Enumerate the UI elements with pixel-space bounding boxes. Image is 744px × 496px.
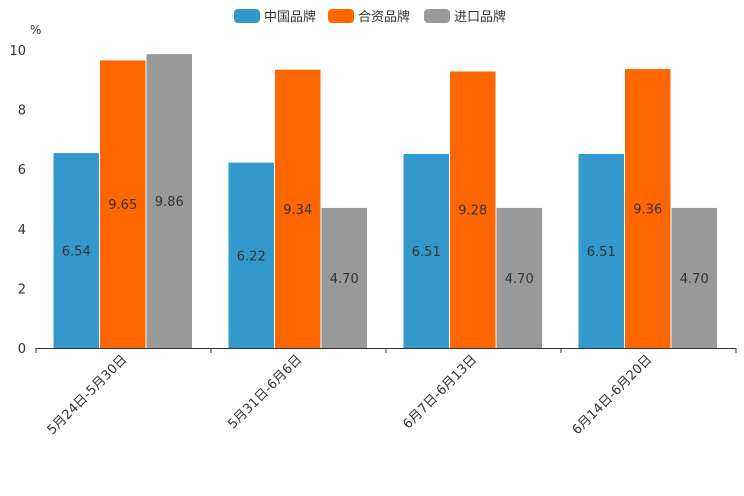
bar-3-1 (146, 54, 192, 349)
y-tick-label: 8 (18, 104, 26, 119)
data-label: 6.51 (412, 245, 441, 260)
bar-3-4 (671, 207, 717, 348)
x-axis: 5月24日-5月30日 5月31日-6月6日 6月7日-6月13日 6月14日-6月2… (35, 348, 737, 438)
y-tick-label: 6 (18, 163, 26, 178)
data-label: 9.28 (458, 204, 487, 219)
bar-1-4 (578, 154, 624, 348)
data-label: 9.65 (108, 198, 137, 213)
bar-2-1 (100, 60, 146, 349)
data-label: 6.51 (587, 245, 616, 260)
data-labels: 6.54 9.65 9.86 6.22 9.34 4.70 6.51 9.28 4.70 6.51… (62, 195, 709, 287)
bar-3-3 (496, 207, 542, 348)
data-label: 9.34 (283, 203, 312, 218)
legend-label-1: 中国品牌 (264, 9, 316, 25)
legend-label-3: 进口品牌 (454, 9, 506, 25)
y-tick-label: 2 (18, 282, 26, 297)
y-axis: 0 2 4 6 8 10 (9, 44, 26, 357)
data-label: 6.54 (62, 245, 91, 260)
x-category-label: 5月31日-6月6日 (225, 352, 305, 432)
legend-swatch-2 (328, 9, 354, 23)
y-tick-label: 4 (18, 223, 26, 238)
data-label: 9.86 (155, 195, 184, 210)
bar-2-2 (275, 69, 321, 348)
data-label: 4.70 (330, 272, 359, 287)
bar-2-3 (450, 71, 496, 349)
data-label: 6.22 (237, 249, 266, 264)
bar-2-4 (625, 69, 671, 349)
y-tick-label: 0 (18, 342, 26, 357)
bar-1-2 (228, 162, 274, 348)
legend-swatch-1 (234, 9, 260, 23)
x-category-label: 6月14日-6月20日 (570, 352, 656, 438)
bar-1-1 (53, 153, 99, 348)
data-label: 4.70 (505, 272, 534, 287)
bars (53, 54, 717, 349)
bar-3-2 (321, 207, 367, 348)
legend-swatch-3 (424, 9, 450, 23)
legend: 中国品牌 合资品牌 进口品牌 (234, 9, 506, 25)
data-label: 4.70 (680, 272, 709, 287)
x-category-label: 5月24日-5月30日 (45, 352, 131, 438)
bar-1-3 (403, 154, 449, 348)
data-label: 9.36 (633, 203, 662, 218)
legend-label-2: 合资品牌 (358, 9, 410, 25)
y-tick-label: 10 (9, 44, 26, 59)
x-category-label: 6月7日-6月13日 (400, 352, 480, 432)
y-axis-unit-label: % (30, 23, 41, 37)
